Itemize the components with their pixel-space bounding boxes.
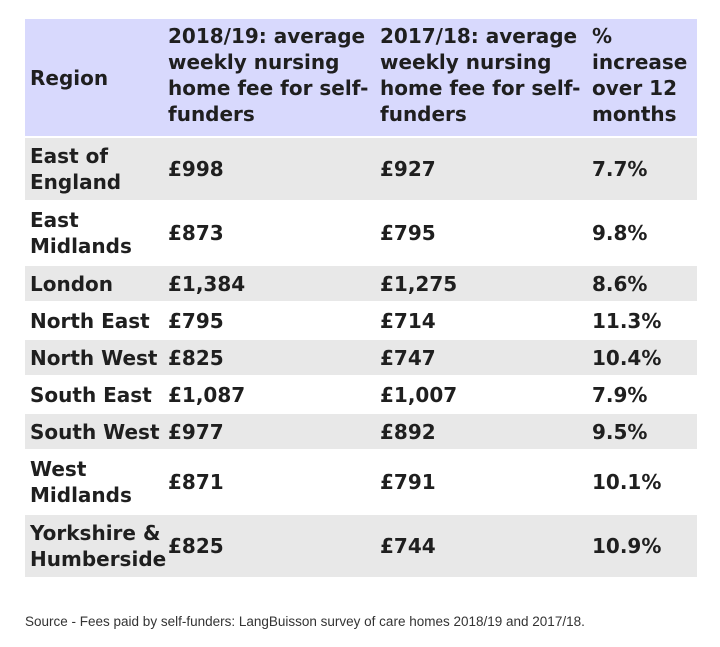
cell-percent-increase: 11.3% <box>587 302 697 340</box>
cell-region: London <box>25 265 163 303</box>
cell-percent-increase: 10.9% <box>587 514 697 579</box>
cell-fee-2017-18: £1,007 <box>375 376 587 414</box>
cell-fee-2017-18: £1,275 <box>375 265 587 303</box>
cell-fee-2018-19: £998 <box>163 137 375 202</box>
table-row: North West £825 £747 10.4% <box>25 339 697 377</box>
cell-fee-2018-19: £977 <box>163 413 375 451</box>
cell-fee-2017-18: £744 <box>375 514 587 579</box>
table-row: South East £1,087 £1,007 7.9% <box>25 376 697 414</box>
table-row: London £1,384 £1,275 8.6% <box>25 265 697 303</box>
nursing-home-fee-table: Region 2018/19: average weekly nursing h… <box>25 19 697 579</box>
cell-percent-increase: 7.7% <box>587 137 697 202</box>
cell-fee-2018-19: £825 <box>163 514 375 579</box>
cell-percent-increase: 10.4% <box>587 339 697 377</box>
cell-region: North West <box>25 339 163 377</box>
cell-fee-2017-18: £747 <box>375 339 587 377</box>
cell-fee-2018-19: £1,384 <box>163 265 375 303</box>
cell-fee-2018-19: £825 <box>163 339 375 377</box>
cell-region: South West <box>25 413 163 451</box>
cell-percent-increase: 9.8% <box>587 201 697 266</box>
cell-fee-2018-19: £873 <box>163 201 375 266</box>
cell-region: East of England <box>25 137 163 202</box>
header-percent-increase: % increase over 12 months <box>587 19 697 138</box>
header-fee-2017-18: 2017/18: average weekly nursing home fee… <box>375 19 587 138</box>
table-row: East of England £998 £927 7.7% <box>25 137 697 202</box>
source-note: Source - Fees paid by self-funders: Lang… <box>25 614 585 629</box>
table-row: East Midlands £873 £795 9.8% <box>25 201 697 266</box>
cell-fee-2017-18: £795 <box>375 201 587 266</box>
table-row: Yorkshire & Humberside £825 £744 10.9% <box>25 514 697 579</box>
cell-region: North East <box>25 302 163 340</box>
cell-fee-2018-19: £795 <box>163 302 375 340</box>
cell-fee-2018-19: £871 <box>163 450 375 515</box>
table-row: West Midlands £871 £791 10.1% <box>25 450 697 515</box>
cell-percent-increase: 10.1% <box>587 450 697 515</box>
header-fee-2018-19: 2018/19: average weekly nursing home fee… <box>163 19 375 138</box>
table-row: South West £977 £892 9.5% <box>25 413 697 451</box>
cell-fee-2017-18: £714 <box>375 302 587 340</box>
cell-region: West Midlands <box>25 450 163 515</box>
cell-percent-increase: 9.5% <box>587 413 697 451</box>
cell-percent-increase: 7.9% <box>587 376 697 414</box>
cell-region: East Midlands <box>25 201 163 266</box>
cell-fee-2017-18: £892 <box>375 413 587 451</box>
cell-percent-increase: 8.6% <box>587 265 697 303</box>
cell-fee-2017-18: £927 <box>375 137 587 202</box>
cell-fee-2017-18: £791 <box>375 450 587 515</box>
cell-region: South East <box>25 376 163 414</box>
table-header-row: Region 2018/19: average weekly nursing h… <box>25 19 697 138</box>
table-row: North East £795 £714 11.3% <box>25 302 697 340</box>
header-region: Region <box>25 19 163 138</box>
cell-fee-2018-19: £1,087 <box>163 376 375 414</box>
cell-region: Yorkshire & Humberside <box>25 514 166 579</box>
